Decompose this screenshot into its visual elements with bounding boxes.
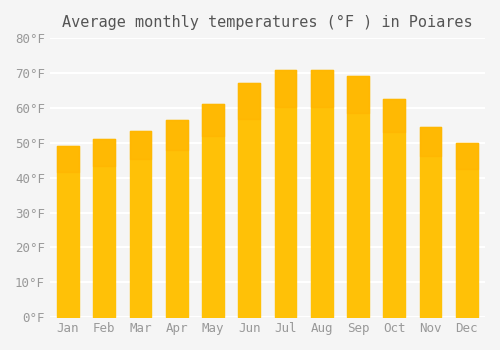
Title: Average monthly temperatures (°F ) in Poiares: Average monthly temperatures (°F ) in Po… xyxy=(62,15,472,30)
